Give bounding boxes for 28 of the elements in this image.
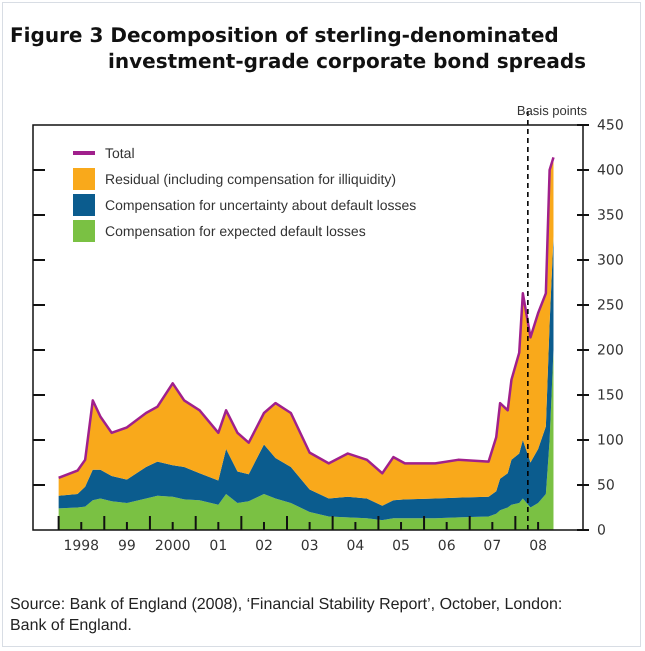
y-tick-label: 350 bbox=[597, 207, 624, 224]
x-tick-label: 02 bbox=[255, 538, 273, 554]
x-tick-label: 2000 bbox=[154, 538, 191, 554]
x-tick-label: 05 bbox=[392, 538, 410, 554]
source-note: Source: Bank of England (2008), ‘Financial Stability Report’, October, London: Bank of England. bbox=[10, 595, 564, 636]
legend-label: Compensation for uncertainty about default losses bbox=[105, 197, 416, 213]
y-tick-label: 0 bbox=[597, 522, 606, 538]
y-axis-title: Basis points bbox=[516, 103, 588, 118]
x-tick-label: 08 bbox=[529, 538, 548, 554]
x-tick-label: 06 bbox=[438, 538, 456, 554]
y-tick-label: 300 bbox=[597, 252, 624, 268]
x-tick-label: 04 bbox=[346, 538, 364, 554]
y-tick-label: 150 bbox=[597, 387, 624, 404]
x-tick-label: 1998 bbox=[63, 538, 100, 554]
y-tick-label: 100 bbox=[597, 432, 624, 448]
x-tick-label: 03 bbox=[300, 538, 319, 554]
y-tick-label: 250 bbox=[597, 297, 624, 314]
legend-label: Total bbox=[105, 145, 135, 161]
y-tick-label: 200 bbox=[597, 342, 624, 358]
y-tick-label: 450 bbox=[597, 117, 624, 134]
legend-label: Compensation for expected default losses bbox=[105, 223, 366, 239]
y-tick-label: 50 bbox=[597, 477, 615, 494]
y-tick-label: 400 bbox=[597, 162, 624, 178]
x-tick-label: 99 bbox=[118, 538, 136, 554]
legend-label: Residual (including compensation for illiquidity) bbox=[105, 171, 396, 187]
chart-title: Figure 3 Decomposition of sterling-denominated investment-grade corporate bond spreads bbox=[10, 22, 588, 74]
x-tick-label: 07 bbox=[483, 538, 502, 554]
x-tick-label: 01 bbox=[209, 538, 228, 554]
